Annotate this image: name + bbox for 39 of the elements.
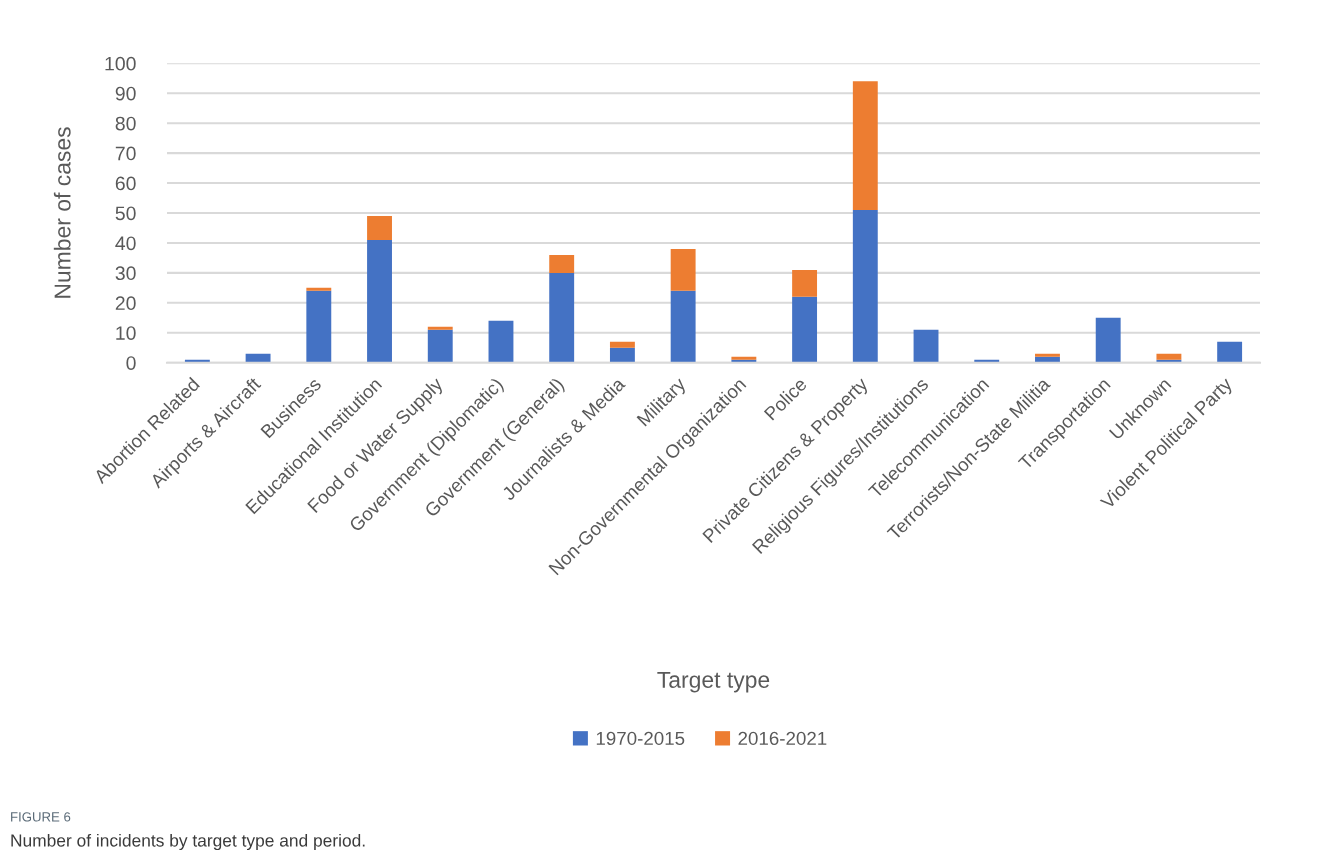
- bar: [1217, 341, 1243, 363]
- y-tick-label: 10: [116, 326, 136, 340]
- bar: [549, 254, 575, 273]
- bar: [609, 341, 635, 348]
- y-tick-label: 100: [105, 56, 136, 71]
- y-tick-label: 60: [115, 176, 136, 191]
- bar: [1095, 317, 1121, 363]
- legend-label: 1970-2015: [596, 731, 685, 746]
- y-tick-label: 70: [115, 146, 136, 161]
- y-tick-label: 20: [115, 296, 136, 311]
- bar: [367, 239, 392, 363]
- legend-label: 2016-2021: [738, 731, 827, 746]
- bar: [913, 329, 939, 363]
- y-tick-label: 30: [115, 266, 136, 281]
- y-tick-label: 0: [126, 356, 136, 370]
- bar: [609, 347, 635, 363]
- bar: [852, 81, 878, 211]
- bar: [488, 320, 514, 363]
- bar: [792, 296, 818, 363]
- bar: [792, 269, 818, 297]
- bar: [306, 290, 332, 363]
- bar: [852, 210, 878, 363]
- bar: [1156, 353, 1182, 360]
- bar: [670, 248, 696, 291]
- bar: [427, 326, 453, 330]
- x-axis-title: Target type: [657, 671, 770, 693]
- bar: [367, 215, 392, 240]
- y-tick-label: 40: [115, 236, 136, 251]
- bar: [306, 287, 332, 291]
- y-tick-label: 80: [115, 116, 136, 131]
- y-tick-label: 90: [115, 86, 136, 101]
- bar: [427, 329, 453, 363]
- bar: [1035, 353, 1060, 357]
- bar: [549, 272, 575, 363]
- caption: FIGURE 6: [11, 812, 71, 822]
- y-tick-label: 50: [115, 206, 136, 221]
- text: Number of incidents by target type and period.: [11, 833, 365, 851]
- bar: [670, 290, 696, 363]
- y-axis-title: Number of cases: [53, 127, 71, 298]
